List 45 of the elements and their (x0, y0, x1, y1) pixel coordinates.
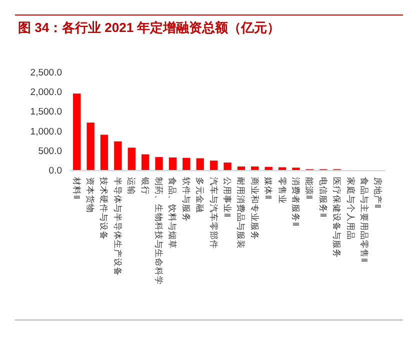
x-tick-label: 零售业 (277, 177, 288, 204)
x-tick-label: 消费者服务Ⅱ (290, 177, 301, 226)
bar (73, 94, 81, 170)
x-tick-label: 电信服务Ⅱ (318, 177, 328, 217)
x-tick-label: 制药、生物科技与生命科学 (154, 177, 164, 285)
bar (264, 166, 272, 170)
x-tick-label: 技术硬件与设备 (99, 176, 110, 240)
y-tick-label: 1,500.0 (30, 106, 62, 118)
bar (196, 158, 204, 170)
x-tick-label: 媒体Ⅱ (264, 177, 274, 199)
y-tick-label: 2,500.0 (30, 68, 62, 78)
x-tick-label: 房地产Ⅱ (373, 177, 384, 208)
chart-title: 图 34：各行业 2021 年定增融资总额（亿元） (18, 20, 280, 35)
y-tick-label: 2,000.0 (30, 87, 62, 98)
x-tick-label: 商业和专业服务 (250, 177, 260, 240)
x-tick-label: 医疗保健设备与服务 (332, 177, 342, 258)
bar (155, 157, 163, 170)
x-tick-label: 耐用消费品与服装 (236, 177, 246, 249)
x-tick-label: 能源Ⅱ (304, 177, 315, 199)
x-tick-label: 资本货物 (86, 177, 96, 213)
bar (237, 166, 246, 170)
bar (251, 166, 259, 170)
x-tick-label: 家庭与个人用品 (346, 177, 356, 240)
x-tick-label: 软件与服务 (181, 177, 192, 222)
bar (141, 154, 150, 170)
x-tick-label: 汽车与汽车零部件 (208, 177, 219, 249)
x-tick-label: 材料Ⅱ (72, 176, 82, 199)
bar (182, 158, 190, 170)
y-tick-label: 0.0 (48, 166, 62, 176)
bar (86, 122, 94, 170)
y-tick-label: 500.0 (38, 146, 62, 157)
x-tick-label: 银行 (140, 176, 150, 195)
x-tick-label: 半导体与半导体生产设备 (112, 177, 123, 276)
y-tick-label: 1,000.0 (30, 126, 62, 138)
bar (100, 134, 108, 170)
bar (128, 148, 136, 170)
x-tick-label: 食品与主要用品零售Ⅱ (359, 177, 370, 262)
x-tick-label: 运输 (126, 177, 137, 195)
bar (168, 157, 177, 170)
bar (114, 141, 122, 170)
bar (224, 162, 232, 170)
x-tick-label: 公用事业Ⅱ (222, 177, 232, 217)
bar (210, 160, 218, 170)
x-tick-label: 食品、饮料与烟草 (168, 177, 178, 249)
x-tick-label: 多元金融 (195, 177, 206, 213)
